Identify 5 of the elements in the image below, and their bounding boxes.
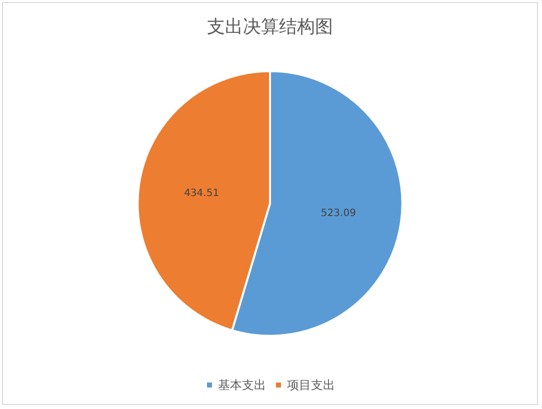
data-label: 523.09	[320, 208, 356, 220]
legend-label: 基本支出	[218, 378, 266, 392]
legend-label: 项目支出	[287, 378, 335, 392]
chart-title: 支出决算结构图	[207, 16, 333, 38]
data-label: 434.51	[184, 188, 220, 199]
